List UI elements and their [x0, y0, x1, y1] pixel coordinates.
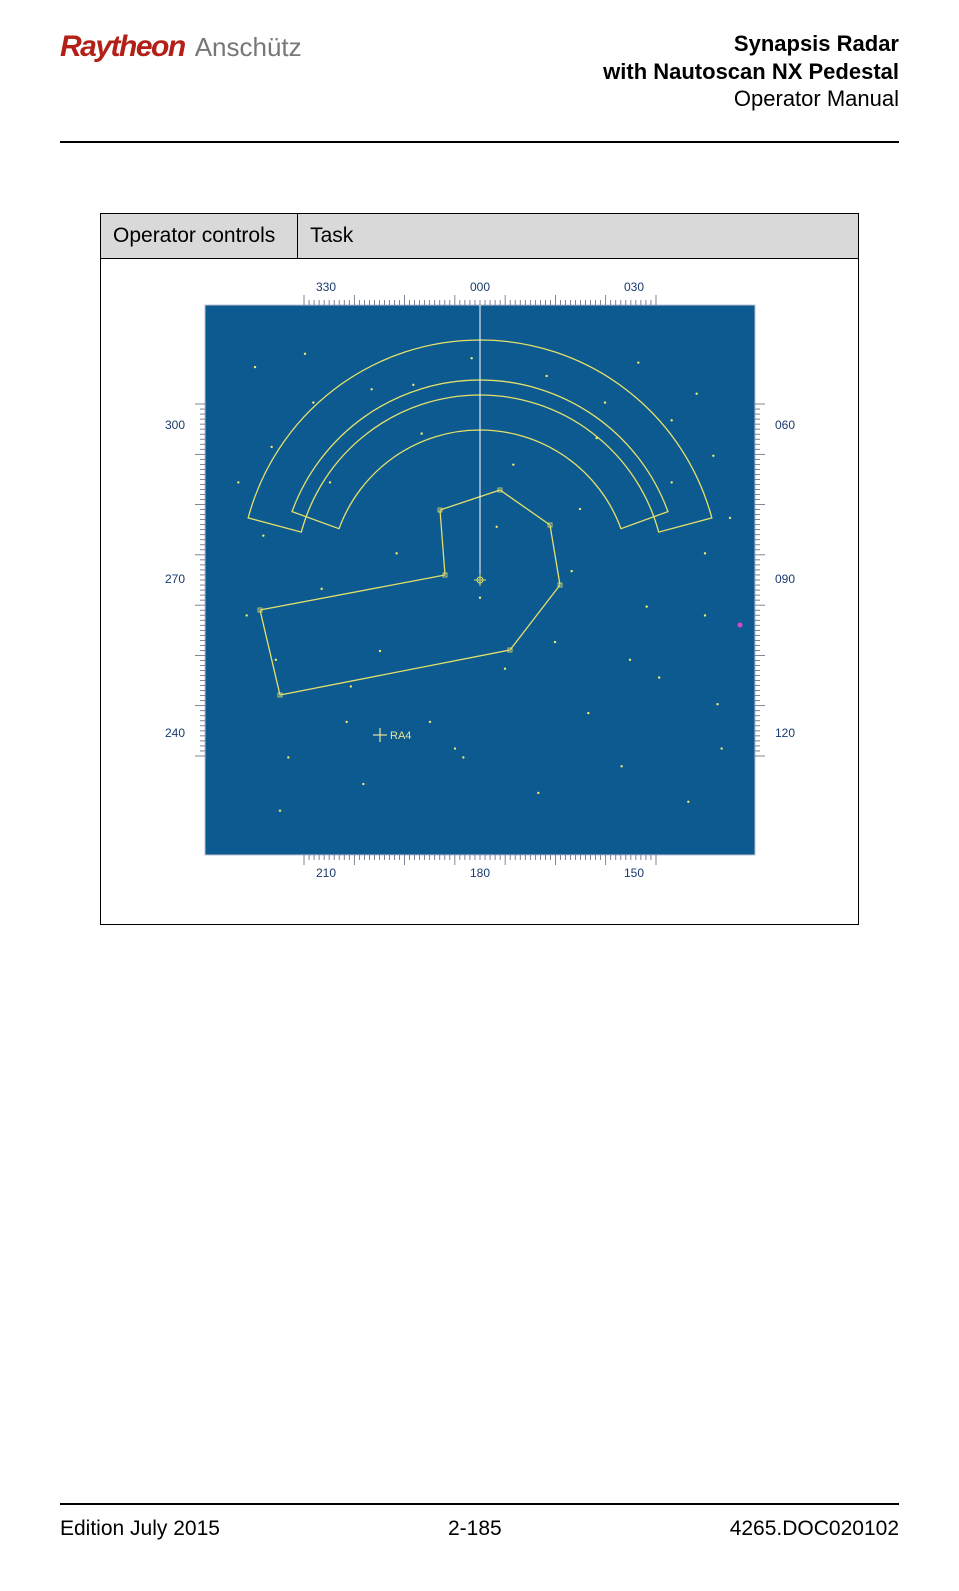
svg-text:270: 270: [164, 572, 184, 586]
footer-rule: [60, 1503, 899, 1505]
title-line-3: Operator Manual: [603, 85, 899, 113]
figure-row: 330 000 030 060 090 120 210 180 150 300 270 240 RA4: [101, 258, 859, 924]
page-header: Raytheon Anschütz Synapsis Radar with Na…: [60, 30, 899, 131]
header-title-block: Synapsis Radar with Nautoscan NX Pedesta…: [603, 30, 899, 113]
svg-text:060: 060: [775, 418, 795, 432]
col-header-operator: Operator controls: [101, 213, 298, 258]
footer-center: 2-185: [448, 1517, 502, 1541]
svg-text:120: 120: [775, 726, 795, 740]
svg-text:240: 240: [164, 726, 184, 740]
logo-brand-2: Anschütz: [195, 32, 302, 63]
svg-text:RA4: RA4: [390, 730, 411, 742]
svg-text:150: 150: [623, 866, 643, 880]
footer-left: Edition July 2015: [60, 1517, 220, 1541]
logo: Raytheon Anschütz: [60, 30, 302, 64]
svg-text:330: 330: [315, 280, 335, 294]
title-line-2: with Nautoscan NX Pedestal: [603, 58, 899, 86]
content-table: Operator controls Task 330 000 030 060 090 12…: [100, 213, 859, 925]
svg-text:210: 210: [315, 866, 335, 880]
radar-svg: 330 000 030 060 090 120 210 180 150 300 270 240 RA4: [150, 275, 810, 895]
svg-text:090: 090: [775, 572, 795, 586]
title-line-1: Synapsis Radar: [603, 30, 899, 58]
figure-cell: 330 000 030 060 090 120 210 180 150 300 270 240 RA4: [101, 258, 859, 924]
svg-text:030: 030: [623, 280, 643, 294]
logo-brand-1: Raytheon: [60, 30, 185, 64]
svg-text:300: 300: [164, 418, 184, 432]
svg-text:180: 180: [469, 866, 489, 880]
col-header-task: Task: [298, 213, 859, 258]
page-footer: Edition July 2015 2-185 4265.DOC020102: [60, 1503, 899, 1541]
table-header-row: Operator controls Task: [101, 213, 859, 258]
svg-text:000: 000: [469, 280, 489, 294]
footer-right: 4265.DOC020102: [730, 1517, 899, 1541]
radar-figure: 330 000 030 060 090 120 210 180 150 300 270 240 RA4: [150, 275, 810, 895]
